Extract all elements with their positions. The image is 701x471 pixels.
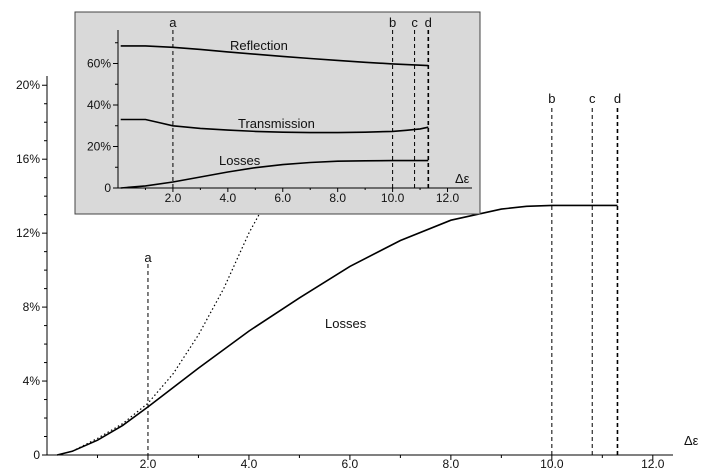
- inset-marker-label-b: b: [389, 15, 396, 30]
- inset-marker-label-a: a: [169, 15, 177, 30]
- main-series-dotted-curve: [71, 205, 265, 452]
- main-marker-label-b: b: [548, 91, 555, 106]
- main-series-label-losses: Losses: [325, 316, 367, 331]
- main-series: [56, 204, 618, 456]
- main-markers: a b c d: [144, 91, 621, 455]
- inset-y-tick-label: 20%: [87, 140, 111, 154]
- inset-x-tick-label: 10.0: [381, 191, 405, 205]
- main-marker-label-d: d: [614, 91, 621, 106]
- main-y-tick-label: 16%: [16, 152, 40, 166]
- inset-y-tick-label: 0: [104, 181, 111, 195]
- inset-series: [120, 45, 429, 189]
- main-x-axis-label: Δε: [684, 433, 699, 448]
- inset-x-tick-label: 6.0: [274, 191, 291, 205]
- main-x-tick-label: 4.0: [241, 457, 258, 471]
- inset-y-tick-label: 60%: [87, 57, 111, 71]
- inset-axes: [117, 30, 472, 189]
- main-x-tick-label: 12.0: [641, 457, 665, 471]
- inset-x-tick-label: 8.0: [329, 191, 346, 205]
- inset-x-tick-label: 2.0: [165, 191, 182, 205]
- inset-series-label-losses: Losses: [219, 153, 261, 168]
- inset-series-label-reflection: Reflection: [230, 38, 288, 53]
- inset-ticks: 2.0 4.0 6.0 8.0 10.0 12.0 0 20% 40% 60%: [87, 42, 460, 205]
- inset-x-axis-label: Δε: [455, 171, 470, 186]
- inset-marker-label-c: c: [411, 15, 418, 30]
- main-chart: 2.0 4.0 6.0 8.0 10.0 12.004%8%12%16%20% ab c d …: [16, 76, 699, 471]
- main-axes: [46, 76, 673, 456]
- inset-series-reflection-curve: [120, 45, 429, 67]
- main-y-tick-label: 8%: [23, 300, 41, 314]
- main-y-tick-label: 0: [33, 448, 40, 462]
- inset-series-label-transmission: Transmission: [238, 116, 315, 131]
- main-y-tick-label: 4%: [23, 374, 41, 388]
- inset-x-tick-label: 4.0: [219, 191, 236, 205]
- inset-marker-label-d: d: [425, 15, 432, 30]
- main-y-tick-label: 20%: [16, 78, 40, 92]
- main-x-tick-label: 6.0: [342, 457, 359, 471]
- main-marker-label-c: c: [589, 91, 596, 106]
- main-x-tick-label: 8.0: [443, 457, 460, 471]
- main-ticks: 2.0 4.0 6.0 8.0 10.0 12.0 0 4% 8% 12% 16% 20%: [16, 78, 665, 471]
- main-x-tick-label: 2.0: [140, 457, 157, 471]
- inset-y-tick-label: 40%: [87, 98, 111, 112]
- main-x-tick-label: 10.0: [540, 457, 564, 471]
- main-marker-label-a: a: [144, 250, 152, 265]
- inset-series-transmission-curve: [120, 118, 429, 134]
- inset-series-losses-curve: [120, 159, 429, 189]
- inset-x-tick-label: 12.0: [436, 191, 460, 205]
- main-y-tick-label: 12%: [16, 226, 40, 240]
- main-series-losses-curve: [56, 204, 618, 456]
